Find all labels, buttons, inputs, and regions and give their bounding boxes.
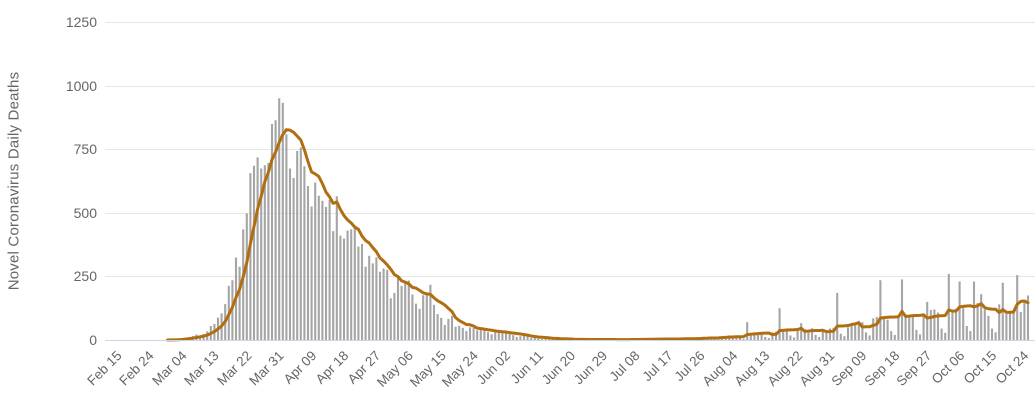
y-tick-label: 500: [73, 204, 97, 221]
moving-average-line: [166, 128, 1030, 342]
y-tick-label: 750: [73, 141, 97, 158]
plot-area[interactable]: [105, 0, 1035, 416]
y-tick-label: 1250: [65, 14, 97, 30]
y-tick-label: 250: [73, 268, 97, 285]
y-tick-label: 0: [89, 332, 97, 348]
y-tick-label: 1000: [65, 77, 97, 94]
y-axis-title: Novel Coronavirus Daily Deaths: [5, 71, 23, 291]
